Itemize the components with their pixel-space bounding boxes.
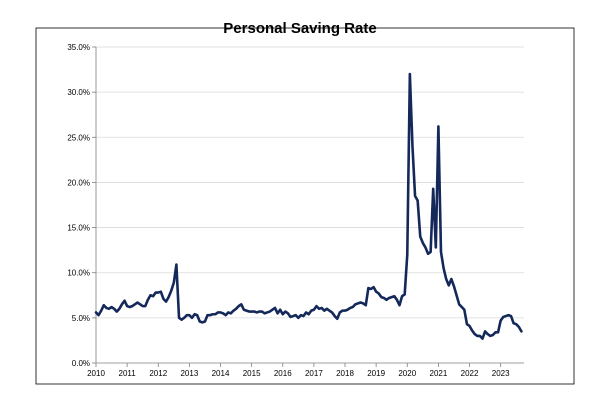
plot-area-border: [35, 27, 575, 385]
x-tick-label: 2015: [243, 369, 261, 378]
x-tick-label: 2019: [367, 369, 385, 378]
x-tick-label: 2021: [430, 369, 448, 378]
x-tick-label: 2010: [87, 369, 105, 378]
x-tick-label: 2020: [398, 369, 416, 378]
y-tick-label: 5.0%: [72, 314, 90, 323]
x-tick-label: 2018: [336, 369, 354, 378]
y-tick-label: 20.0%: [67, 178, 90, 187]
y-tick-label: 30.0%: [67, 88, 90, 97]
saving-rate-line: [94, 72, 523, 340]
y-tick-label: 25.0%: [67, 133, 90, 142]
x-tick-label: 2016: [274, 369, 292, 378]
x-tick-label: 2011: [119, 369, 137, 378]
x-tick-label: 2017: [305, 369, 323, 378]
x-axis-ticks: 2010 2011 2012 2013 2014 2015 2016 2017 2018 2019…: [87, 363, 510, 378]
x-tick-label: 2023: [492, 369, 510, 378]
gridlines: [96, 46, 524, 319]
x-tick-label: 2013: [180, 369, 198, 378]
y-tick-label: 10.0%: [67, 269, 90, 278]
y-tick-label: 35.0%: [67, 43, 90, 52]
x-tick-label: 2014: [212, 369, 230, 378]
y-tick-label: 15.0%: [67, 224, 90, 233]
x-tick-label: 2012: [149, 369, 167, 378]
y-tick-label: 0.0%: [72, 359, 90, 368]
x-tick-label: 2022: [461, 369, 479, 378]
y-axis-ticks: 0.0% 5.0% 10.0% 15.0% 20.0% 25.0% 30.0% 35.0%: [67, 43, 96, 368]
chart-title: Personal Saving Rate: [223, 20, 377, 37]
